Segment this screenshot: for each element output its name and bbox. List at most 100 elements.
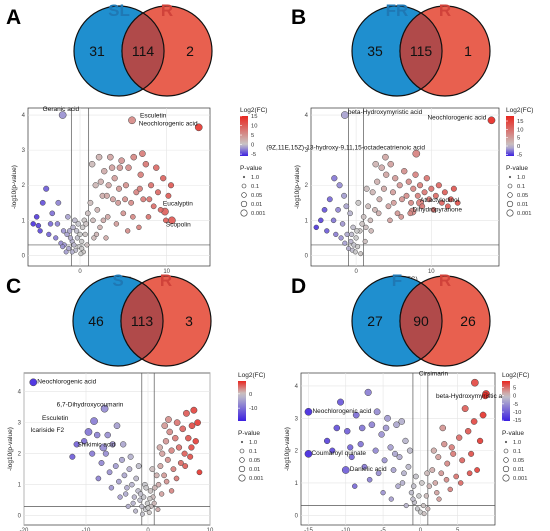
data-point — [373, 408, 381, 416]
x-tick-label: -5 — [380, 528, 386, 531]
data-point — [146, 510, 152, 516]
data-point — [368, 421, 376, 429]
size-legend-title: P-value — [506, 165, 528, 172]
venn-diagram-d: F R 27 90 26 — [351, 271, 491, 367]
size-legend-circle — [503, 457, 509, 463]
data-point — [378, 164, 385, 171]
data-point — [145, 214, 152, 220]
data-point — [385, 203, 392, 210]
data-point — [412, 171, 419, 178]
data-point — [67, 235, 74, 241]
data-point — [113, 422, 121, 430]
data-point — [194, 123, 203, 132]
data-point — [74, 235, 81, 241]
data-point — [435, 182, 442, 189]
data-point — [89, 450, 96, 457]
size-legend-label: 0.05 — [249, 458, 260, 464]
point-annotation: Eucalyptin — [163, 201, 193, 208]
data-point — [421, 511, 427, 517]
data-point — [136, 185, 143, 192]
color-bar — [238, 381, 246, 421]
venn-overlap-count: 115 — [410, 43, 433, 59]
data-point — [372, 160, 379, 168]
data-point — [355, 244, 361, 250]
data-point — [392, 175, 399, 182]
data-point — [158, 491, 165, 497]
data-point — [387, 444, 394, 451]
volcano-plot-c: -20-1001001234log2(FC)-log10(p-value)Neo… — [7, 372, 265, 531]
data-point — [450, 185, 457, 192]
data-point — [150, 203, 157, 210]
data-point — [110, 196, 116, 203]
data-point — [144, 500, 150, 506]
size-legend-label: 0.05 — [513, 458, 524, 464]
data-point — [123, 491, 129, 497]
data-point — [355, 199, 362, 206]
data-point — [60, 228, 67, 234]
data-point — [65, 214, 71, 220]
data-point — [399, 196, 405, 203]
data-point — [358, 251, 364, 257]
color-bar-label: 5 — [251, 133, 254, 139]
venn-right-label: R — [439, 1, 451, 20]
data-point — [137, 491, 144, 497]
panel-b: B FR R 35 115 1 01001234log2(FC)-log10(p… — [266, 1, 533, 283]
data-point — [153, 164, 160, 171]
data-point — [436, 496, 442, 502]
data-point — [82, 231, 88, 238]
data-point — [108, 164, 116, 171]
data-point — [80, 438, 88, 445]
data-point — [423, 493, 429, 499]
data-point — [401, 470, 407, 477]
data-point — [413, 473, 419, 480]
venn-overlap-count: 90 — [413, 313, 429, 329]
data-point — [447, 196, 454, 203]
data-point — [378, 431, 385, 438]
data-point — [170, 466, 177, 473]
size-legend-circle — [504, 440, 508, 444]
data-point — [335, 206, 341, 213]
data-point — [155, 481, 162, 488]
venn-right-count: 26 — [460, 313, 476, 329]
venn-overlap-count: 114 — [132, 43, 155, 59]
venn-right-label: R — [160, 271, 172, 290]
data-point — [403, 503, 409, 509]
data-point — [396, 454, 403, 461]
data-point — [139, 150, 146, 157]
size-legend-circle — [241, 183, 247, 189]
data-point — [69, 249, 75, 255]
data-point — [367, 217, 374, 224]
data-point — [352, 249, 358, 255]
point-annotation: Atractylodinol — [420, 197, 460, 204]
data-point — [104, 214, 111, 220]
data-point — [118, 456, 125, 463]
data-point — [395, 483, 401, 489]
panel-d: D F R 27 90 26 -15-10-50501234log2(FC)-l… — [284, 271, 529, 531]
data-point — [194, 419, 201, 426]
y-tick-label: 4 — [295, 384, 299, 390]
data-point — [135, 463, 142, 469]
x-tick-label: 0 — [146, 528, 150, 531]
data-point — [147, 488, 154, 494]
data-point — [97, 224, 103, 231]
data-point — [341, 466, 350, 474]
data-point — [69, 453, 76, 460]
data-point — [113, 221, 120, 227]
size-legend-label: 0.1 — [513, 449, 521, 455]
venn-overlap-region — [399, 12, 443, 90]
data-point — [125, 503, 131, 509]
data-point — [438, 470, 445, 477]
venn-diagram-a: SL R 31 114 2 — [73, 1, 213, 97]
data-point — [419, 203, 426, 210]
point-annotation: Neochlorogenic acid — [427, 114, 486, 121]
size-legend-label: 0.01 — [517, 202, 528, 208]
color-bar-label: 10 — [251, 124, 257, 130]
data-point — [318, 217, 324, 224]
data-point — [93, 431, 101, 439]
y-tick-label: 1 — [18, 483, 22, 489]
color-bar-label: -5 — [251, 152, 256, 158]
data-point — [116, 164, 124, 171]
point-annotation: Dihydropyranone — [413, 207, 463, 214]
data-point — [33, 214, 40, 220]
point-annotation: Icariside F2 — [30, 427, 64, 434]
